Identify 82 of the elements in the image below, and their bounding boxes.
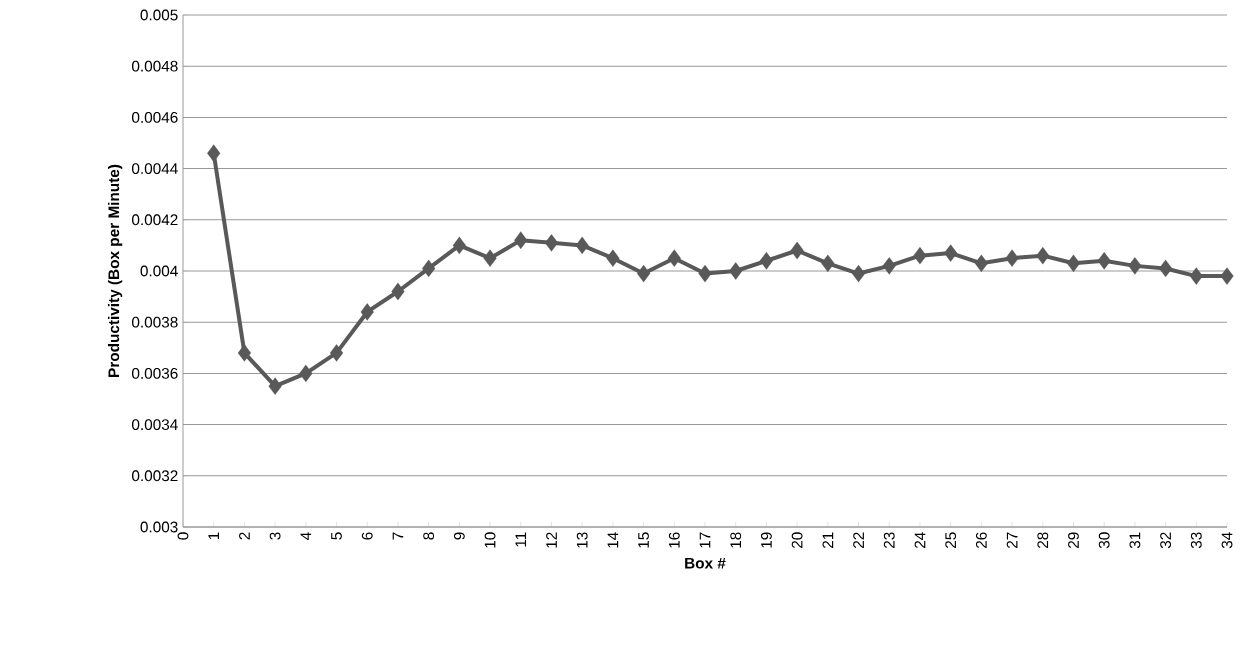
point xyxy=(1097,252,1111,270)
point xyxy=(391,282,405,301)
x-tick-label: 21 xyxy=(822,532,834,548)
x-tick-label: 1 xyxy=(208,532,219,540)
x-tick-label: 7 xyxy=(392,532,404,540)
x-tick-label: 10 xyxy=(484,532,496,548)
x-tick-label: 25 xyxy=(945,532,957,548)
x-tick-label: 17 xyxy=(699,532,711,548)
point xyxy=(851,264,866,283)
y-tick-label: 0.0034 xyxy=(132,419,178,431)
x-tick-label: 27 xyxy=(1006,532,1018,548)
y-tick-label: 0.0036 xyxy=(132,367,178,379)
x-tick-label: 34 xyxy=(1221,532,1233,549)
point xyxy=(1066,254,1081,273)
x-tick-label: 6 xyxy=(361,532,373,540)
y-tick-label: 0.0038 xyxy=(132,316,178,328)
x-tick-label: 5 xyxy=(331,532,342,540)
x-tick-label: 30 xyxy=(1098,532,1110,549)
y-tick-label: 0.0044 xyxy=(132,163,178,175)
x-tick-label: 22 xyxy=(853,532,864,548)
point xyxy=(237,344,251,362)
point xyxy=(637,264,651,283)
point xyxy=(575,236,589,255)
x-tick-label: 29 xyxy=(1068,532,1079,548)
y-tick-label: 0.0032 xyxy=(132,470,178,482)
point xyxy=(1189,267,1203,285)
y-tick-label: 0.0046 xyxy=(132,111,178,123)
point xyxy=(1036,246,1050,265)
point xyxy=(882,257,896,275)
x-tick-label: 20 xyxy=(791,532,803,548)
point xyxy=(1005,249,1019,267)
point xyxy=(974,254,988,273)
x-tick-label: 31 xyxy=(1129,532,1141,549)
point xyxy=(944,244,958,262)
point xyxy=(759,252,773,270)
y-tick-label: 0.005 xyxy=(140,9,178,21)
y-tick-label: 0.0042 xyxy=(132,214,178,226)
point xyxy=(1128,257,1142,275)
y-tick-label: 0.004 xyxy=(140,265,178,277)
x-tick-label: 33 xyxy=(1190,532,1202,549)
x-tick-label: 26 xyxy=(975,532,987,548)
x-tick-label: 4 xyxy=(300,532,312,540)
point xyxy=(299,364,313,383)
x-axis-title: Box # xyxy=(685,557,726,569)
x-tick-label: 24 xyxy=(914,532,926,548)
x-tick-label: 0 xyxy=(177,532,189,540)
x-tick-label: 32 xyxy=(1160,532,1172,549)
point xyxy=(667,249,681,267)
point xyxy=(790,241,804,260)
point xyxy=(514,231,528,250)
x-tick-label: 14 xyxy=(607,532,619,548)
point xyxy=(360,303,374,321)
x-tick-label: 9 xyxy=(453,532,465,540)
point xyxy=(329,344,344,362)
x-tick-label: 23 xyxy=(883,532,895,548)
x-tick-label: 2 xyxy=(239,532,250,540)
point xyxy=(483,249,497,267)
point xyxy=(1159,259,1173,278)
x-tick-label: 12 xyxy=(546,532,557,548)
x-tick-label: 16 xyxy=(668,532,680,548)
point xyxy=(606,249,620,267)
point xyxy=(698,264,712,283)
x-tick-label: 11 xyxy=(515,532,527,547)
x-tick-label: 15 xyxy=(638,532,649,548)
point xyxy=(452,236,466,255)
y-tick-label: 0.0048 xyxy=(132,60,178,72)
point xyxy=(1220,267,1234,285)
point xyxy=(821,254,835,273)
point xyxy=(268,377,282,395)
point xyxy=(913,246,927,265)
x-tick-label: 8 xyxy=(423,532,435,540)
x-tick-label: 18 xyxy=(730,532,742,548)
x-tick-label: 19 xyxy=(760,532,772,548)
point xyxy=(729,262,743,280)
point xyxy=(544,234,559,252)
x-tick-label: 3 xyxy=(269,532,281,540)
y-axis-title: Productivity (Box per Minute) xyxy=(107,164,123,377)
point xyxy=(207,144,221,162)
point xyxy=(422,259,436,278)
y-tick-label: 0.003 xyxy=(140,521,178,533)
x-tick-label: 13 xyxy=(576,532,588,548)
x-tick-label: 28 xyxy=(1037,532,1049,548)
